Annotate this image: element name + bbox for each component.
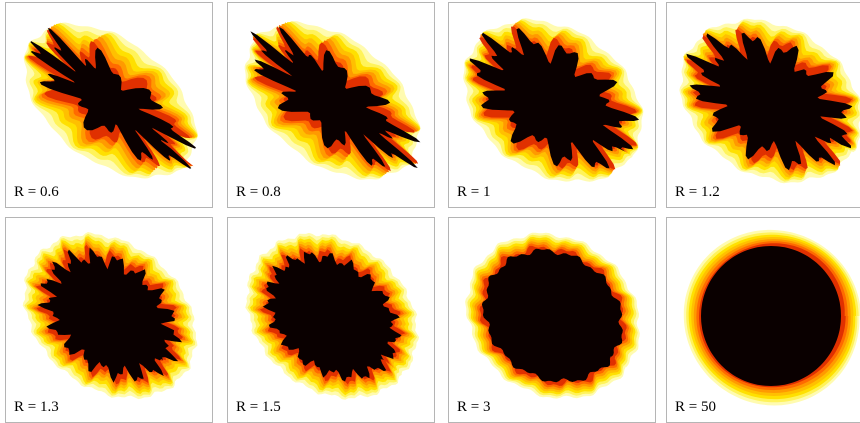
fractal-image — [6, 3, 213, 208]
fractal-image — [449, 218, 656, 423]
panel-label: R = 1.2 — [675, 184, 720, 201]
panel: R = 50 — [666, 217, 860, 423]
fractal-image — [6, 218, 213, 423]
panel: R = 3 — [448, 217, 656, 423]
panel: R = 0.8 — [227, 2, 435, 208]
fractal-image — [228, 3, 435, 208]
filled-julia-set — [701, 246, 841, 386]
fractal-image — [449, 3, 656, 208]
panel-label: R = 1 — [457, 184, 490, 201]
fractal-image — [667, 218, 860, 423]
panel-label: R = 0.6 — [14, 184, 59, 201]
fractal-image — [228, 218, 435, 423]
panel-label: R = 0.8 — [236, 184, 281, 201]
panel: R = 1.2 — [666, 2, 860, 208]
panel-label: R = 3 — [457, 399, 490, 416]
panel-label: R = 50 — [675, 399, 716, 416]
panel-label: R = 1.3 — [14, 399, 59, 416]
figure: R = 0.6 R = 0.8 R = 1 R = 1.2 R = 1.3 R = 1.5… — [0, 0, 860, 423]
panel: R = 1 — [448, 2, 656, 208]
panel: R = 1.3 — [5, 217, 213, 423]
panel: R = 1.5 — [227, 217, 435, 423]
panel-label: R = 1.5 — [236, 399, 281, 416]
fractal-image — [667, 3, 860, 208]
panel: R = 0.6 — [5, 2, 213, 208]
